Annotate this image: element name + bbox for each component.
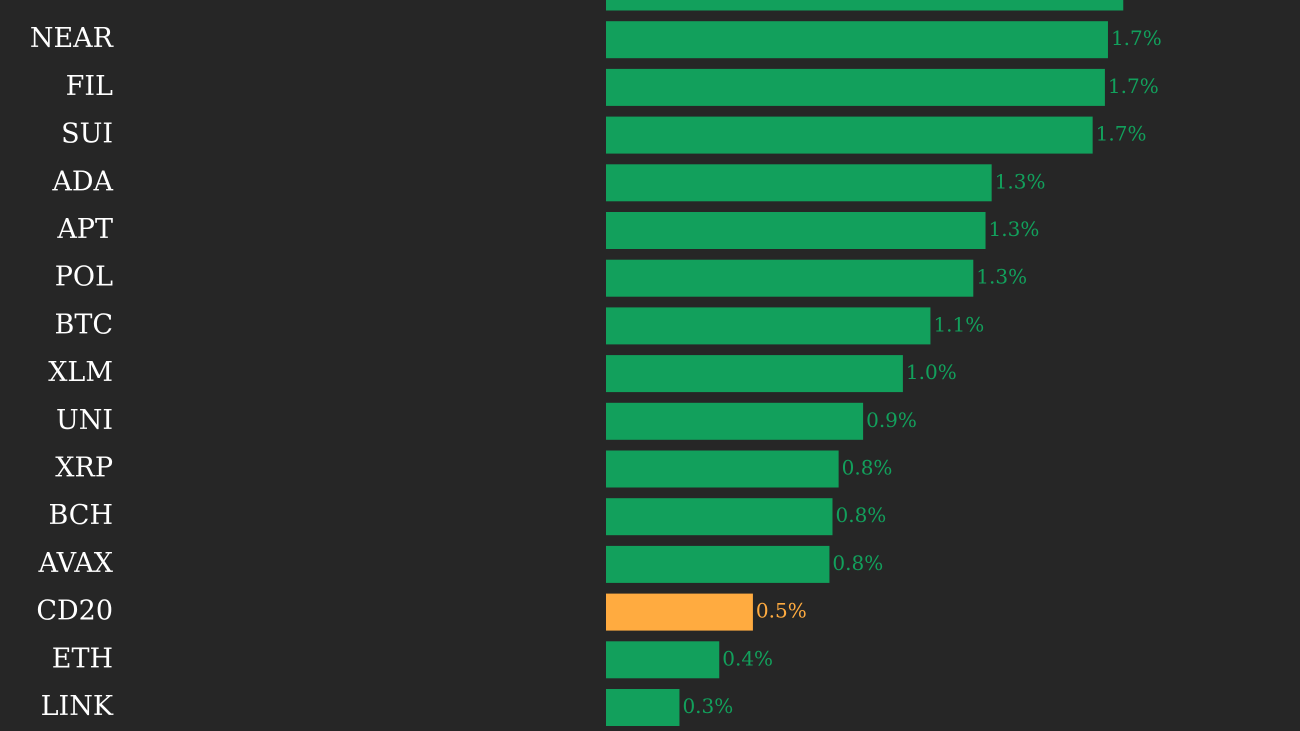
value-label: 1.7%: [1111, 26, 1162, 50]
bar: [606, 402, 864, 440]
category-label: BCH: [48, 500, 113, 531]
bar: [606, 307, 931, 345]
bar: [606, 164, 992, 202]
bar: [606, 593, 753, 631]
category-label: APT: [56, 214, 113, 245]
bar: [606, 116, 1093, 154]
bar: [606, 21, 1108, 59]
category-label: UNI: [56, 405, 113, 436]
bar: [606, 355, 903, 393]
value-label: 1.3%: [995, 169, 1046, 193]
category-label: CD20: [36, 596, 113, 627]
bar: [606, 498, 833, 536]
bar: [606, 68, 1105, 106]
value-label: 1.7%: [1108, 74, 1159, 98]
category-label: AVAX: [37, 548, 113, 579]
value-label: 0.8%: [835, 503, 886, 527]
bar: [606, 641, 720, 679]
bar: [606, 450, 839, 488]
category-label: XLM: [48, 357, 113, 388]
category-label: SUI: [61, 119, 113, 150]
value-label: 1.0%: [906, 360, 957, 384]
category-label: BTC: [54, 309, 113, 340]
category-label: XRP: [55, 453, 113, 484]
value-label: 1.3%: [976, 265, 1027, 289]
value-label: 0.9%: [866, 408, 917, 432]
category-label: NEAR: [30, 23, 114, 54]
bar: [606, 259, 974, 297]
value-label: 0.8%: [832, 551, 883, 575]
value-label: 0.4%: [722, 646, 773, 670]
category-label: ETH: [52, 643, 113, 674]
category-label: FIL: [66, 71, 113, 102]
value-label: 1.7%: [1096, 122, 1147, 146]
bar: [606, 0, 1124, 11]
value-label: 1.3%: [989, 217, 1040, 241]
bar: [606, 212, 986, 249]
category-label: POL: [55, 262, 113, 293]
value-label: 0.8%: [842, 456, 893, 480]
value-label: 0.5%: [756, 599, 807, 623]
bar: [606, 545, 830, 583]
category-label: ADA: [51, 166, 113, 197]
value-label: 1.1%: [933, 312, 984, 336]
bar: [606, 689, 680, 726]
value-label: 0.3%: [682, 694, 733, 718]
category-label: LINK: [41, 691, 114, 722]
